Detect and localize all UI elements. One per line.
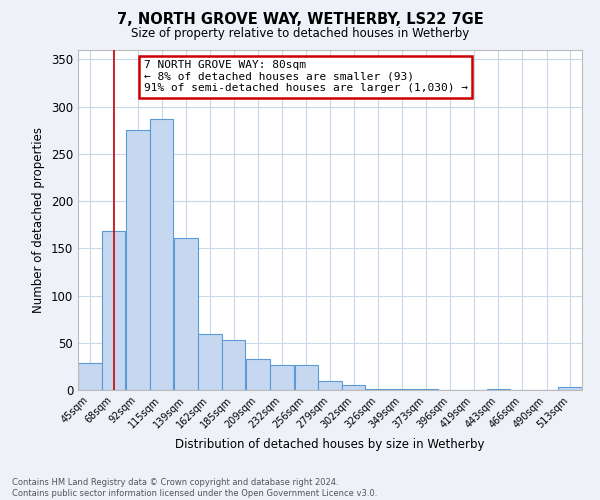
Bar — [198, 334, 222, 390]
Bar — [487, 389, 510, 390]
Bar — [126, 130, 150, 390]
Bar — [415, 389, 438, 390]
Bar — [78, 362, 101, 390]
Text: 7 NORTH GROVE WAY: 80sqm
← 8% of detached houses are smaller (93)
91% of semi-de: 7 NORTH GROVE WAY: 80sqm ← 8% of detache… — [143, 60, 467, 94]
Bar — [390, 389, 413, 390]
Y-axis label: Number of detached properties: Number of detached properties — [32, 127, 46, 313]
Bar — [295, 366, 318, 390]
Bar — [559, 387, 582, 390]
Bar — [101, 232, 125, 390]
Bar — [247, 359, 270, 390]
Bar — [318, 380, 342, 390]
Text: Size of property relative to detached houses in Wetherby: Size of property relative to detached ho… — [131, 28, 469, 40]
Bar — [342, 386, 365, 390]
Bar — [270, 366, 293, 390]
Bar — [175, 238, 198, 390]
Bar — [367, 389, 390, 390]
Bar — [222, 340, 245, 390]
Text: 7, NORTH GROVE WAY, WETHERBY, LS22 7GE: 7, NORTH GROVE WAY, WETHERBY, LS22 7GE — [116, 12, 484, 28]
Bar — [150, 119, 173, 390]
Text: Contains HM Land Registry data © Crown copyright and database right 2024.
Contai: Contains HM Land Registry data © Crown c… — [12, 478, 377, 498]
X-axis label: Distribution of detached houses by size in Wetherby: Distribution of detached houses by size … — [175, 438, 485, 451]
